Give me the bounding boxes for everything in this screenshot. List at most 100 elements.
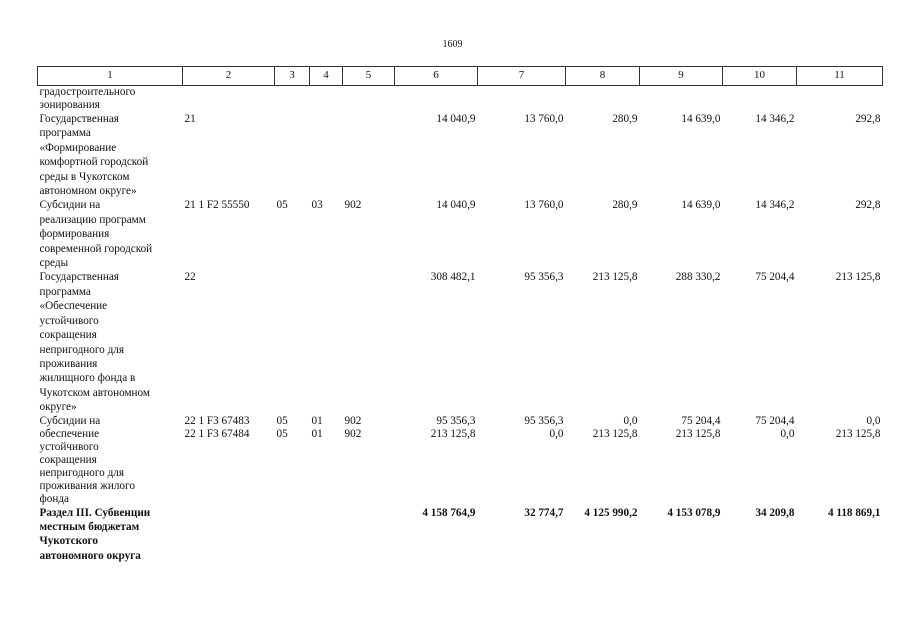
value-col-11-line: 0,0 — [866, 414, 881, 427]
value-col-11 — [797, 86, 883, 113]
value-col-7 — [478, 86, 566, 113]
value-col-9: 14 639,0 — [640, 198, 723, 270]
value-col-11-line: 292,8 — [855, 113, 881, 125]
table-row: Раздел III. Субвенции местным бюджетам Чук… — [38, 506, 883, 564]
subsection-code-line: 01 — [311, 427, 323, 440]
section-code-line: 05 — [276, 199, 288, 212]
target-article-code-line: 22 — [184, 271, 196, 284]
row-name-line: комфортной городской — [39, 156, 149, 169]
subsection-code — [310, 506, 343, 564]
value-col-6-line: 14 040,9 — [436, 199, 476, 212]
value-col-8: 0,0 213 125,8 — [566, 415, 640, 506]
value-col-6: 95 356,3 213 125,8 — [395, 415, 478, 506]
value-col-9: 288 330,2 — [640, 270, 723, 414]
value-col-11-line: 213 125,8 — [835, 271, 881, 284]
target-article-code-line: 21 — [184, 113, 196, 125]
row-name-line: современной городской — [39, 242, 153, 255]
value-col-10-line: 14 346,2 — [755, 113, 795, 125]
row-name-line: «Формирование — [39, 141, 117, 154]
value-col-11: 292,8 — [797, 112, 883, 198]
ministry-code-line: 902 — [344, 414, 362, 427]
value-col-8-line: 280,9 — [612, 113, 638, 125]
value-col-6: 308 482,1 — [395, 270, 478, 414]
subsection-code-line: 03 — [311, 199, 323, 212]
row-name-line: Чукотского — [39, 535, 98, 548]
ministry-code — [343, 86, 395, 113]
target-article-code-line: 22 1 F3 67483 — [184, 414, 250, 427]
value-col-10: 34 209,8 — [723, 506, 797, 564]
row-name-line: Раздел III. Субвенции — [39, 506, 151, 519]
value-col-8: 4 125 990,2 — [566, 506, 640, 564]
value-col-7: 13 760,0 — [478, 198, 566, 270]
column-header: 8 — [565, 66, 640, 86]
value-col-7: 95 356,3 — [478, 270, 566, 414]
row-name: Государственная программа «Формирование ком… — [38, 112, 183, 198]
ministry-code: 902 902 — [343, 415, 395, 506]
value-col-10: 14 346,2 — [723, 198, 797, 270]
value-col-10: 14 346,2 — [723, 112, 797, 198]
value-col-7-line: 95 356,3 — [524, 414, 564, 427]
row-name-line: обеспечение — [39, 427, 100, 440]
subsection-code — [310, 86, 343, 113]
value-col-10-line: 0,0 — [780, 427, 795, 440]
value-col-6-line: 4 158 764,9 — [422, 506, 476, 519]
value-col-9-line: 288 330,2 — [675, 271, 721, 284]
value-col-10: 75 204,4 0,0 — [723, 415, 797, 506]
value-col-9-line: 14 639,0 — [681, 113, 721, 125]
row-name-line: среды в Чукотском — [39, 170, 130, 183]
value-col-11-line: 213 125,8 — [835, 427, 881, 440]
target-article-code: 22 1 F3 67483 22 1 F3 67484 — [183, 415, 275, 506]
subsection-code-line: 01 — [311, 414, 323, 427]
ministry-code: 902 — [343, 198, 395, 270]
value-col-9 — [640, 86, 723, 113]
value-col-6: 4 158 764,9 — [395, 506, 478, 564]
subsection-code: 01 01 — [310, 415, 343, 506]
row-name-line: Государственная — [39, 113, 119, 125]
column-header: 3 — [274, 66, 310, 86]
value-col-9-line: 4 153 078,9 — [667, 506, 721, 519]
value-col-11: 213 125,8 — [797, 270, 883, 414]
header-row: 1 2 3 4 5 6 7 8 9 10 11 — [37, 66, 883, 86]
value-col-10-line: 14 346,2 — [755, 199, 795, 212]
value-col-7-line: 95 356,3 — [524, 271, 564, 284]
section-code-line: 05 — [276, 414, 288, 427]
row-name: градостроительного зонирования — [38, 86, 183, 113]
value-col-8-line: 213 125,8 — [592, 271, 638, 284]
value-col-6-line: 14 040,9 — [436, 113, 476, 125]
value-col-11-line: 4 118 869,1 — [827, 506, 881, 519]
column-header: 6 — [394, 66, 478, 86]
subsection-code: 03 — [310, 198, 343, 270]
table-row: градостроительного зонирования — [38, 86, 883, 113]
value-col-8 — [566, 86, 640, 113]
value-col-8: 280,9 — [566, 112, 640, 198]
row-name-line: Субсидии на — [39, 199, 101, 212]
value-col-8-line: 4 125 990,2 — [584, 506, 638, 519]
row-name-line: проживания жилого — [39, 479, 135, 492]
column-header: 7 — [477, 66, 566, 86]
value-col-7-line: 13 760,0 — [524, 199, 564, 212]
target-article-code — [183, 506, 275, 564]
row-name-line: зонирования — [39, 99, 100, 111]
column-header: 1 — [37, 66, 183, 86]
table-row: Государственная программа «Формирование ком… — [38, 112, 883, 198]
row-name-line: автономного округа — [39, 549, 141, 562]
value-col-10-line: 75 204,4 — [755, 271, 795, 284]
row-name-line: программа — [39, 127, 91, 140]
value-col-11: 4 118 869,1 — [797, 506, 883, 564]
value-col-7: 32 774,7 — [478, 506, 566, 564]
section-code-line: 05 — [276, 427, 288, 440]
value-col-9: 75 204,4 213 125,8 — [640, 415, 723, 506]
value-col-11: 292,8 — [797, 198, 883, 270]
target-article-code-line: 21 1 F2 55550 — [184, 199, 250, 212]
value-col-7: 95 356,3 0,0 — [478, 415, 566, 506]
section-code — [275, 506, 310, 564]
ministry-code — [343, 270, 395, 414]
section-code — [275, 270, 310, 414]
value-col-10-line: 34 209,8 — [755, 506, 795, 519]
section-code — [275, 86, 310, 113]
row-name-line: сокращения — [39, 329, 97, 342]
value-col-10 — [723, 86, 797, 113]
value-col-7-line: 13 760,0 — [524, 113, 564, 125]
value-col-9-line: 14 639,0 — [681, 199, 721, 212]
row-name: Раздел III. Субвенции местным бюджетам Чук… — [38, 506, 183, 564]
